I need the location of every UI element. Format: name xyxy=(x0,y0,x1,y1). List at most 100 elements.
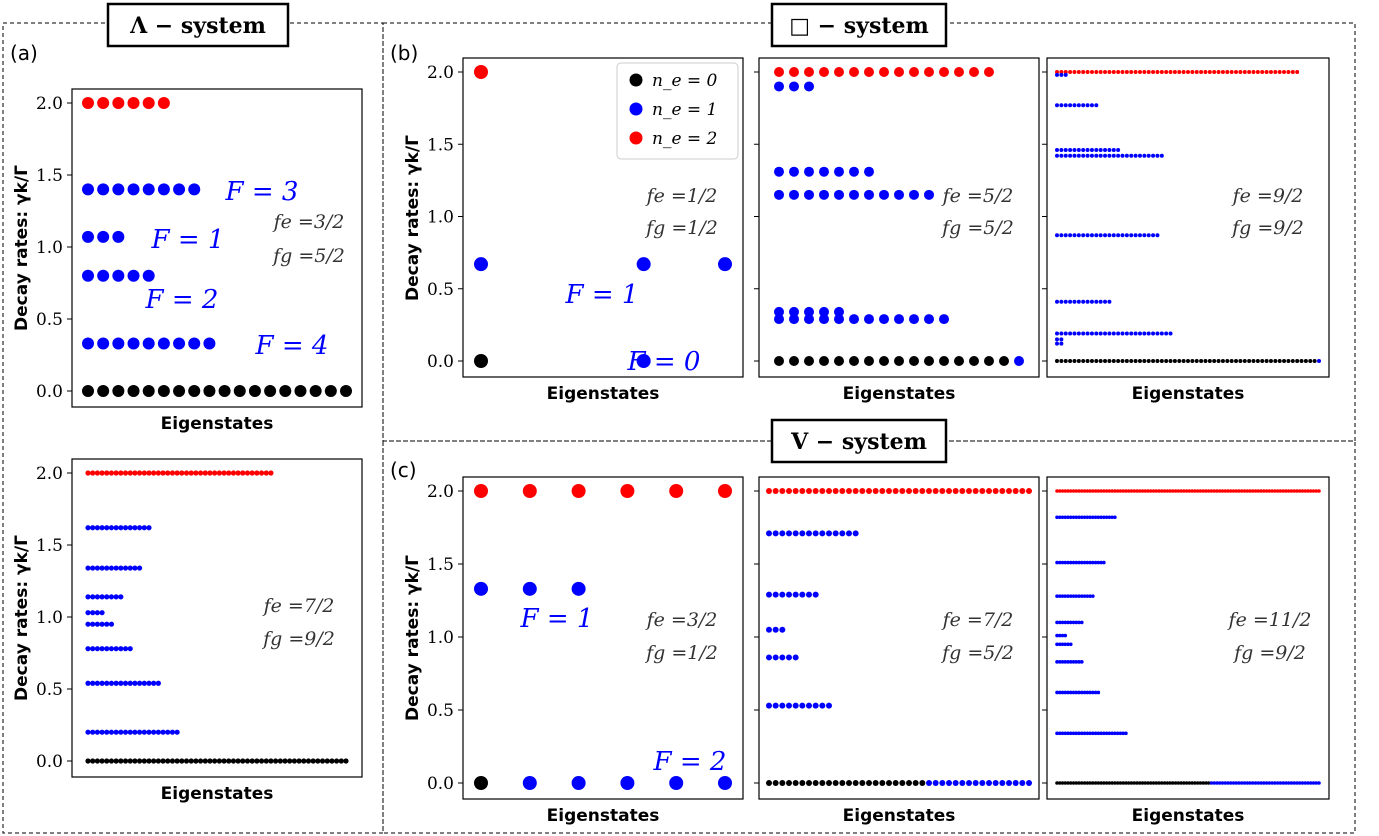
data-point-ne2 xyxy=(979,488,986,494)
data-point-ne1 xyxy=(1071,560,1076,565)
f-annotation: F = 1 xyxy=(565,280,639,310)
data-point-ne1 xyxy=(799,702,806,709)
data-point-ne0 xyxy=(859,780,866,786)
data-point-ne1 xyxy=(1063,233,1068,238)
data-point-ne2 xyxy=(1256,489,1261,493)
param-label: fe =7/2 xyxy=(941,609,1014,631)
data-point-ne0 xyxy=(338,758,344,764)
data-point-ne1 xyxy=(97,269,110,282)
data-point-ne2 xyxy=(804,67,814,77)
data-point-ne0 xyxy=(786,780,792,786)
data-point-ne2 xyxy=(571,484,586,498)
data-point-ne0 xyxy=(1110,781,1114,785)
data-point-ne1 xyxy=(1253,781,1258,785)
data-point-ne1 xyxy=(90,729,96,735)
data-point-ne0 xyxy=(1181,359,1186,363)
data-point-ne1 xyxy=(1059,153,1064,158)
data-point-ne2 xyxy=(984,67,994,77)
data-point-ne0 xyxy=(1088,781,1092,785)
square-title-box xyxy=(770,2,948,48)
data-point-ne1 xyxy=(1110,515,1114,520)
data-point-ne2 xyxy=(819,488,826,494)
data-point-ne1 xyxy=(1089,233,1094,238)
data-point-ne2 xyxy=(1113,489,1117,493)
data-point-ne2 xyxy=(966,488,972,494)
y-tick-label: 0.0 xyxy=(36,382,63,402)
data-point-ne0 xyxy=(1151,781,1156,785)
data-point-ne2 xyxy=(249,470,255,476)
data-point-ne2 xyxy=(1129,70,1134,74)
data-point-ne1 xyxy=(1085,299,1090,304)
data-point-ne0 xyxy=(906,780,912,786)
data-point-ne1 xyxy=(99,525,105,531)
data-point-ne2 xyxy=(839,488,846,494)
data-point-ne2 xyxy=(912,488,919,494)
data-point-ne1 xyxy=(804,81,814,92)
data-point-ne2 xyxy=(1314,489,1319,493)
data-point-ne1 xyxy=(141,680,147,686)
data-point-ne1 xyxy=(1077,515,1081,520)
data-point-ne1 xyxy=(157,337,170,350)
data-point-ne1 xyxy=(127,565,133,571)
data-point-ne1 xyxy=(1060,594,1065,598)
data-point-ne1 xyxy=(1220,781,1225,785)
data-point-ne0 xyxy=(155,758,161,764)
data-point-ne1 xyxy=(1107,153,1112,158)
data-point-ne1 xyxy=(1284,781,1288,785)
data-point-ne1 xyxy=(99,621,105,627)
data-point-ne1 xyxy=(1226,781,1230,785)
data-point-ne2 xyxy=(1278,489,1283,493)
data-point-ne2 xyxy=(1273,70,1278,74)
data-point-ne1 xyxy=(1113,731,1117,736)
data-point-ne2 xyxy=(1103,70,1108,74)
data-point-ne1 xyxy=(1306,781,1310,785)
data-point-ne0 xyxy=(263,758,269,764)
data-point-ne0 xyxy=(912,780,919,786)
data-point-ne2 xyxy=(1068,489,1073,493)
data-point-ne1 xyxy=(1071,660,1076,664)
data-point-ne1 xyxy=(94,565,100,571)
data-point-ne1 xyxy=(1262,781,1266,785)
data-point-ne1 xyxy=(1155,153,1160,158)
data-point-ne1 xyxy=(1055,620,1059,625)
data-point-ne1 xyxy=(99,594,105,600)
f-annotation: F = 4 xyxy=(255,331,329,361)
data-point-ne0 xyxy=(984,356,994,366)
data-point-ne2 xyxy=(1172,70,1177,74)
axes-frame xyxy=(758,476,1040,800)
data-point-ne1 xyxy=(1314,781,1319,785)
data-point-ne1 xyxy=(952,780,959,786)
data-point-ne1 xyxy=(1068,153,1073,158)
data-point-ne1 xyxy=(122,729,129,735)
data-point-ne1 xyxy=(1311,781,1316,785)
data-point-ne1 xyxy=(1110,731,1114,736)
data-point-ne1 xyxy=(1089,148,1094,153)
data-point-ne2 xyxy=(1168,489,1172,493)
data-point-ne0 xyxy=(277,758,283,764)
data-point-ne1 xyxy=(1104,731,1109,736)
data-point-ne1 xyxy=(1057,633,1062,638)
data-point-ne0 xyxy=(142,385,155,397)
data-point-ne1 xyxy=(1085,594,1090,598)
data-point-ne1 xyxy=(85,565,91,571)
data-point-ne1 xyxy=(127,269,140,282)
data-point-ne1 xyxy=(1060,731,1065,736)
data-point-ne0 xyxy=(157,385,170,397)
data-point-ne1 xyxy=(82,337,94,350)
data-point-ne0 xyxy=(1151,359,1156,363)
data-point-ne1 xyxy=(127,525,133,531)
data-point-ne1 xyxy=(1107,731,1112,736)
data-point-ne1 xyxy=(804,166,814,177)
data-point-ne0 xyxy=(1068,359,1073,363)
data-point-ne1 xyxy=(986,780,992,786)
data-point-ne1 xyxy=(1066,515,1070,520)
data-point-ne2 xyxy=(1179,489,1183,493)
data-point-ne2 xyxy=(263,470,269,476)
data-point-ne1 xyxy=(834,306,844,317)
data-point-ne2 xyxy=(1140,489,1145,493)
data-point-ne0 xyxy=(1201,781,1205,785)
data-point-ne1 xyxy=(137,525,143,531)
data-point-ne2 xyxy=(1111,70,1116,74)
data-point-ne0 xyxy=(1238,359,1243,363)
data-point-ne2 xyxy=(1226,489,1230,493)
